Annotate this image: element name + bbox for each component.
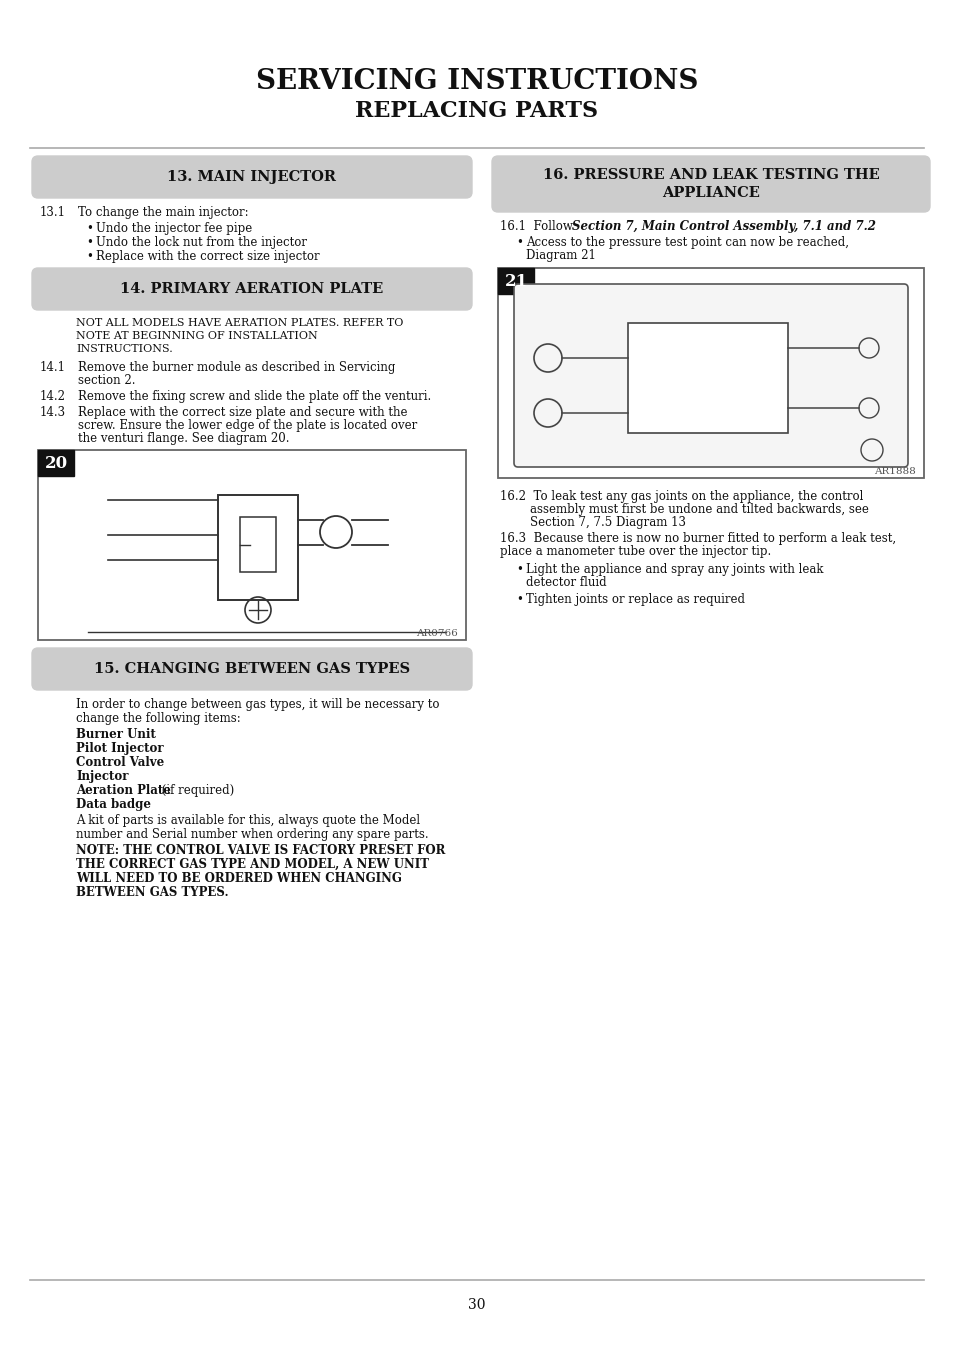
Text: Burner Unit: Burner Unit <box>76 728 155 741</box>
Text: 15. CHANGING BETWEEN GAS TYPES: 15. CHANGING BETWEEN GAS TYPES <box>93 662 410 676</box>
Text: In order to change between gas types, it will be necessary to: In order to change between gas types, it… <box>76 698 439 711</box>
Text: NOT ALL MODELS HAVE AERATION PLATES. REFER TO: NOT ALL MODELS HAVE AERATION PLATES. REF… <box>76 319 403 328</box>
Text: WILL NEED TO BE ORDERED WHEN CHANGING: WILL NEED TO BE ORDERED WHEN CHANGING <box>76 872 401 886</box>
Text: •: • <box>516 236 522 248</box>
Text: REPLACING PARTS: REPLACING PARTS <box>355 100 598 122</box>
Text: INSTRUCTIONS.: INSTRUCTIONS. <box>76 344 172 354</box>
Text: 16.3  Because there is now no burner fitted to perform a leak test,: 16.3 Because there is now no burner fitt… <box>499 532 895 545</box>
Bar <box>240 517 275 572</box>
Text: Light the appliance and spray any joints with leak: Light the appliance and spray any joints… <box>525 563 822 576</box>
Text: •: • <box>86 236 92 248</box>
Text: screw. Ensure the lower edge of the plate is located over: screw. Ensure the lower edge of the plat… <box>78 418 416 432</box>
Text: AR1888: AR1888 <box>873 467 915 477</box>
Text: 14.3: 14.3 <box>40 406 66 418</box>
Text: Section 7, 7.5 Diagram 13: Section 7, 7.5 Diagram 13 <box>499 516 685 529</box>
Bar <box>497 269 923 478</box>
Text: SERVICING INSTRUCTIONS: SERVICING INSTRUCTIONS <box>255 68 698 94</box>
Text: Access to the pressure test point can now be reached,: Access to the pressure test point can no… <box>525 236 848 248</box>
Text: To change the main injector:: To change the main injector: <box>78 207 249 219</box>
Bar <box>38 450 465 640</box>
Text: 16.2  To leak test any gas joints on the appliance, the control: 16.2 To leak test any gas joints on the … <box>499 490 862 504</box>
FancyBboxPatch shape <box>32 157 472 198</box>
Text: 14. PRIMARY AERATION PLATE: 14. PRIMARY AERATION PLATE <box>120 282 383 296</box>
Text: A kit of parts is available for this, always quote the Model: A kit of parts is available for this, al… <box>76 814 419 828</box>
Text: Replace with the correct size plate and secure with the: Replace with the correct size plate and … <box>78 406 407 418</box>
Text: Pilot Injector: Pilot Injector <box>76 743 164 755</box>
Text: 16. PRESSURE AND LEAK TESTING THE
APPLIANCE: 16. PRESSURE AND LEAK TESTING THE APPLIA… <box>542 167 879 200</box>
Text: Injector: Injector <box>76 769 129 783</box>
Text: Remove the fixing screw and slide the plate off the venturi.: Remove the fixing screw and slide the pl… <box>78 390 431 404</box>
FancyBboxPatch shape <box>32 648 472 690</box>
Text: 16.1  Follow: 16.1 Follow <box>499 220 576 234</box>
Text: Remove the burner module as described in Servicing: Remove the burner module as described in… <box>78 360 395 374</box>
Text: Aeration Plate: Aeration Plate <box>76 784 171 796</box>
FancyBboxPatch shape <box>32 269 472 311</box>
Text: BETWEEN GAS TYPES.: BETWEEN GAS TYPES. <box>76 886 229 899</box>
Text: Undo the injector fee pipe: Undo the injector fee pipe <box>96 221 252 235</box>
Text: 13. MAIN INJECTOR: 13. MAIN INJECTOR <box>168 170 336 184</box>
Bar <box>627 323 787 433</box>
FancyBboxPatch shape <box>514 284 907 467</box>
Text: •: • <box>516 563 522 576</box>
Text: 14.1: 14.1 <box>40 360 66 374</box>
Text: Data badge: Data badge <box>76 798 151 811</box>
Bar <box>218 495 297 599</box>
Text: section 2.: section 2. <box>78 374 135 387</box>
Text: Replace with the correct size injector: Replace with the correct size injector <box>96 250 319 263</box>
Text: NOTE: THE CONTROL VALVE IS FACTORY PRESET FOR: NOTE: THE CONTROL VALVE IS FACTORY PRESE… <box>76 844 445 857</box>
Text: 13.1: 13.1 <box>40 207 66 219</box>
Text: assembly must first be undone and tilted backwards, see: assembly must first be undone and tilted… <box>499 504 868 516</box>
Bar <box>38 450 74 477</box>
Text: change the following items:: change the following items: <box>76 711 240 725</box>
Text: •: • <box>86 250 92 263</box>
Text: the venturi flange. See diagram 20.: the venturi flange. See diagram 20. <box>78 432 289 446</box>
Text: place a manometer tube over the injector tip.: place a manometer tube over the injector… <box>499 545 770 558</box>
Text: Diagram 21: Diagram 21 <box>525 248 596 262</box>
Text: THE CORRECT GAS TYPE AND MODEL, A NEW UNIT: THE CORRECT GAS TYPE AND MODEL, A NEW UN… <box>76 859 429 871</box>
Text: detector fluid: detector fluid <box>525 576 606 589</box>
Text: AR0766: AR0766 <box>416 629 457 639</box>
FancyBboxPatch shape <box>492 157 929 212</box>
Text: number and Serial number when ordering any spare parts.: number and Serial number when ordering a… <box>76 828 428 841</box>
Text: Section 7, Main Control Assembly, 7.1 and 7.2: Section 7, Main Control Assembly, 7.1 an… <box>572 220 875 234</box>
Text: Undo the lock nut from the injector: Undo the lock nut from the injector <box>96 236 307 248</box>
Bar <box>497 269 534 294</box>
Text: Control Valve: Control Valve <box>76 756 164 770</box>
Text: •: • <box>516 593 522 606</box>
Text: NOTE AT BEGINNING OF INSTALLATION: NOTE AT BEGINNING OF INSTALLATION <box>76 331 317 342</box>
Text: (if required): (if required) <box>158 784 234 796</box>
Text: •: • <box>86 221 92 235</box>
Text: 20: 20 <box>45 455 68 471</box>
Text: 30: 30 <box>468 1297 485 1312</box>
Text: Tighten joints or replace as required: Tighten joints or replace as required <box>525 593 744 606</box>
Text: 21: 21 <box>504 273 527 289</box>
Text: 14.2: 14.2 <box>40 390 66 404</box>
